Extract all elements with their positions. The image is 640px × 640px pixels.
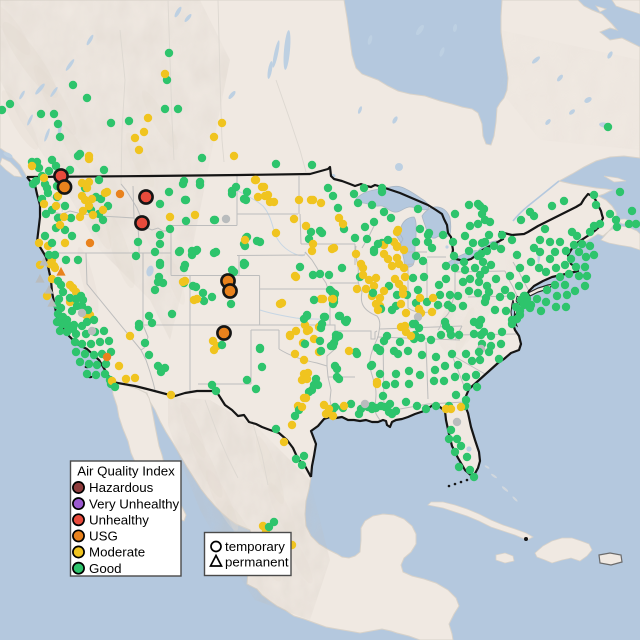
svg-text:Hazardous: Hazardous xyxy=(89,480,154,495)
svg-text:Good: Good xyxy=(89,561,122,576)
svg-text:Air Quality Index: Air Quality Index xyxy=(77,464,175,479)
svg-text:Moderate: Moderate xyxy=(89,545,145,560)
svg-text:USG: USG xyxy=(89,529,118,544)
svg-text:Unhealthy: Unhealthy xyxy=(89,513,149,528)
svg-text:Very Unhealthy: Very Unhealthy xyxy=(89,496,180,511)
svg-text:permanent: permanent xyxy=(225,555,289,570)
svg-text:temporary: temporary xyxy=(225,539,285,554)
